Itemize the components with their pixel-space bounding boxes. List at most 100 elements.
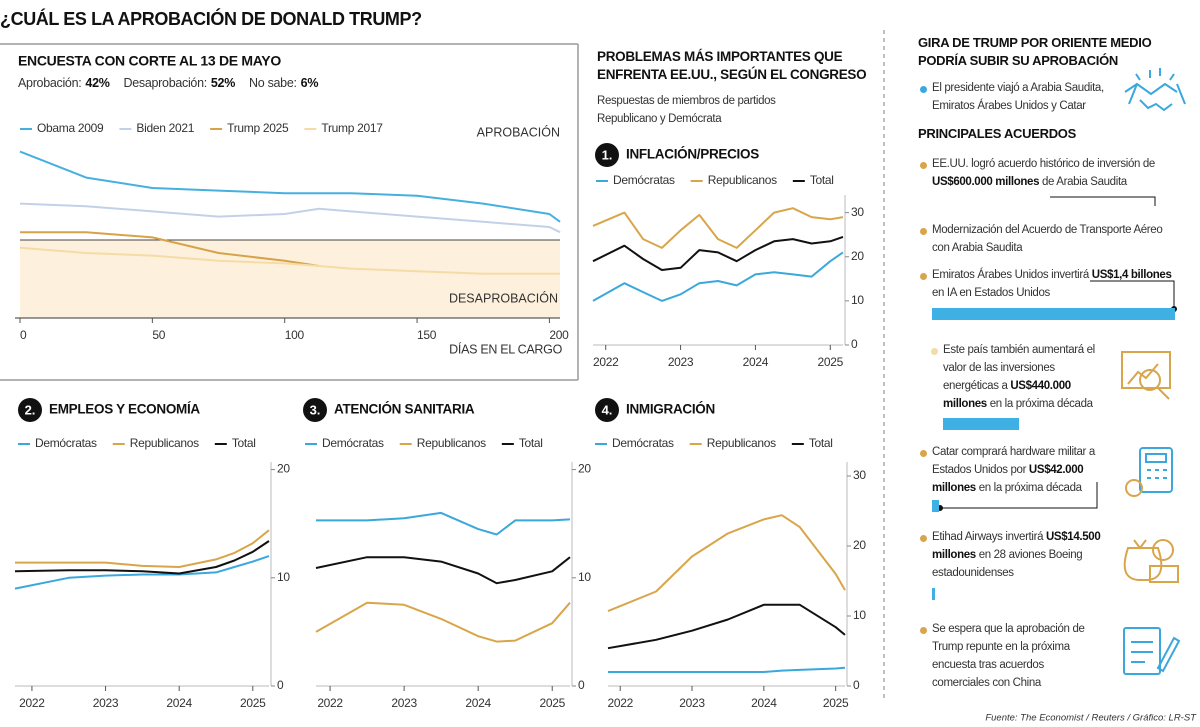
sidebar-intro: El presidente viajó a Arabia Saudita, Em… <box>932 82 1104 112</box>
handshake-icon <box>1124 68 1186 112</box>
x-tick-label: 2022 <box>607 696 633 710</box>
bullet <box>920 535 927 542</box>
x-tick-label: 2025 <box>823 696 849 710</box>
deal-text-part: en 28 aviones Boeing estadounidenses <box>932 549 1083 579</box>
chart-title: ENCUESTA CON CORTE AL 13 DE MAYO <box>18 53 281 69</box>
bullet <box>920 162 927 169</box>
deal-amount: US$42.000 millones <box>932 464 1084 494</box>
line-series <box>19 150 561 223</box>
summary-value: 42% <box>85 76 109 90</box>
x-tick-label: 2025 <box>539 696 565 710</box>
deal-text: EE.UU. logró acuerdo histórico de invers… <box>932 155 1172 191</box>
line-series <box>14 540 270 575</box>
y-tick-label: 0 <box>851 337 858 351</box>
annotation: APROBACIÓN <box>477 124 560 139</box>
line-series <box>607 603 846 650</box>
x-tick-label: 2022 <box>593 355 619 369</box>
leader-line <box>1050 196 1156 206</box>
deal-text: Este país también aumentará el valor de … <box>943 341 1108 413</box>
y-tick-label: 10 <box>578 570 591 584</box>
deal-bar <box>932 500 940 512</box>
annotation: DESAPROBACIÓN <box>449 290 558 305</box>
legend-label: Biden 2021 <box>136 121 194 135</box>
money-icon <box>1123 539 1179 583</box>
x-tick-label: 2025 <box>240 696 266 710</box>
y-tick-label: 0 <box>853 678 860 692</box>
chart-title: INMIGRACIÓN <box>626 402 715 417</box>
deal-text-part: en IA en Estados Unidos <box>932 287 1050 299</box>
bullet <box>920 228 927 235</box>
legend-label: Total <box>809 436 833 450</box>
line-series <box>607 514 846 613</box>
x-tick-label: 2024 <box>166 696 192 710</box>
legend-label: Republicanos <box>417 436 486 450</box>
deal-text-part: Modernización del Acuerdo de Transporte … <box>932 224 1163 254</box>
deal-text: Emiratos Árabes Unidos invertirá US$1,4 … <box>932 266 1172 302</box>
deal-text-part: EE.UU. logró acuerdo histórico de invers… <box>932 158 1155 170</box>
legend-label: Republicanos <box>707 436 776 450</box>
line-series <box>592 235 844 271</box>
chart-title: INFLACIÓN/PRECIOS <box>626 147 759 162</box>
bullet <box>920 450 927 457</box>
x-tick-label: 2023 <box>679 696 705 710</box>
legend-label: Trump 2017 <box>321 121 383 135</box>
deal-text-part: de Arabia Saudita <box>1039 176 1127 188</box>
legend-label: Total <box>810 173 834 187</box>
deal-text-part: Emiratos Árabes Unidos invertirá <box>932 269 1092 281</box>
chart-title: ATENCIÓN SANITARIA <box>334 402 475 417</box>
section-subtitle: Respuestas de miembros de partidos Repub… <box>597 95 776 125</box>
leader-line <box>1090 280 1175 309</box>
line-series <box>592 207 844 249</box>
y-tick-label: 20 <box>853 538 866 552</box>
line-series <box>14 555 270 590</box>
summary-label: No sabe: <box>249 76 297 90</box>
y-tick-label: 0 <box>277 678 284 692</box>
x-tick-label: 2024 <box>751 696 777 710</box>
leader-line <box>940 482 1098 509</box>
deal-amount: US$14.500 millones <box>932 531 1101 561</box>
deal-text-part: en la próxima década <box>986 398 1093 410</box>
y-tick-label: 20 <box>277 462 290 476</box>
y-tick-label: 0 <box>578 678 585 692</box>
summary-value: 6% <box>301 76 319 90</box>
deal-bar <box>932 308 1175 320</box>
x-tick-label: 2022 <box>19 696 45 710</box>
x-tick-label: 2024 <box>743 355 769 369</box>
deal-bar <box>932 588 935 600</box>
calculator-icon <box>1125 447 1173 497</box>
x-tick-label: 0 <box>20 328 27 342</box>
x-tick-label: 200 <box>549 328 569 342</box>
line-series <box>608 666 846 673</box>
y-tick-label: 20 <box>578 462 591 476</box>
summary-label: Aprobación: <box>18 76 81 90</box>
chart-title: EMPLEOS Y ECONOMÍA <box>49 402 200 417</box>
line-series <box>315 601 571 643</box>
line-series <box>592 251 844 302</box>
y-tick-label: 30 <box>851 205 864 219</box>
deal-text-part: Etihad Airways invertirá <box>932 531 1046 543</box>
legend-label: Demócratas <box>322 436 384 450</box>
badge-number: 3. <box>310 402 321 417</box>
y-tick-label: 20 <box>851 249 864 263</box>
deal-text-part: Este país también aumentará el valor de … <box>943 344 1095 392</box>
y-tick-label: 30 <box>853 468 866 482</box>
legend-label: Obama 2009 <box>37 121 104 135</box>
line-series <box>19 202 561 234</box>
badge <box>303 398 327 422</box>
bullet <box>920 627 927 634</box>
line-series <box>316 511 571 536</box>
line-series <box>315 556 571 585</box>
document-icon <box>1123 627 1181 675</box>
x-tick-label: 100 <box>285 328 305 342</box>
line-series <box>19 246 560 275</box>
badge <box>18 398 42 422</box>
legend-label: Republicanos <box>708 173 777 187</box>
line-series <box>15 529 270 568</box>
x-tick-label: 2023 <box>668 355 694 369</box>
badge-number: 2. <box>25 402 36 417</box>
deal-text-part: Catar comprará hardware militar a Estado… <box>932 446 1095 476</box>
x-tick-label: 2023 <box>93 696 119 710</box>
x-tick-label: 2023 <box>391 696 417 710</box>
y-tick-label: 10 <box>851 293 864 307</box>
